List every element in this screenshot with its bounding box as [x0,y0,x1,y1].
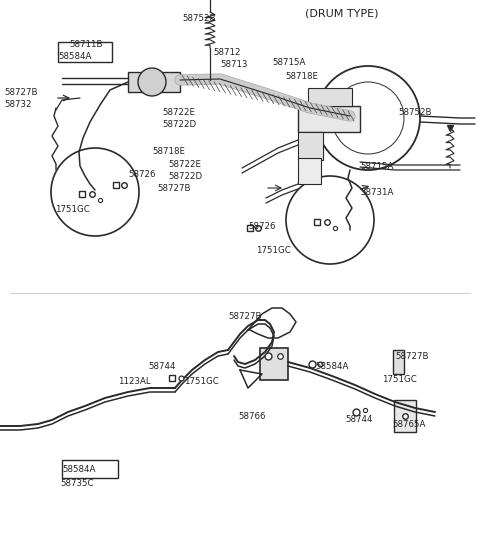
Text: 58718E: 58718E [152,147,185,156]
Text: 58727B: 58727B [228,312,262,321]
Text: 58765A: 58765A [392,420,425,429]
Text: 1751GC: 1751GC [382,375,417,384]
Text: 58715A: 58715A [360,162,394,171]
FancyBboxPatch shape [128,72,180,92]
Text: 58718E: 58718E [285,72,318,81]
FancyBboxPatch shape [58,42,112,62]
FancyBboxPatch shape [393,350,404,374]
Circle shape [138,68,166,96]
Text: 1751GC: 1751GC [184,377,219,386]
FancyBboxPatch shape [298,106,360,132]
Text: 58711B: 58711B [69,40,103,49]
Text: 1751GC: 1751GC [256,246,291,255]
Text: (DRUM TYPE): (DRUM TYPE) [305,8,379,18]
Text: 58727B: 58727B [157,184,191,193]
Text: 58713: 58713 [220,60,248,69]
Text: 1123AL: 1123AL [118,377,151,386]
Text: 58727B: 58727B [4,88,37,97]
Text: 58752B: 58752B [398,108,432,117]
FancyBboxPatch shape [260,348,288,380]
Text: 58735C: 58735C [60,479,94,488]
Text: 58732: 58732 [4,100,32,109]
Text: 58722D: 58722D [168,172,202,181]
Text: 58584A: 58584A [58,52,91,61]
FancyBboxPatch shape [62,460,118,478]
Text: 58584A: 58584A [315,362,348,371]
Text: 58726: 58726 [248,222,276,231]
Text: 58722E: 58722E [162,108,195,117]
Text: 58752B: 58752B [182,14,216,23]
Text: 58722E: 58722E [168,160,201,169]
Text: 58744: 58744 [148,362,176,371]
Text: 58766: 58766 [238,412,265,421]
FancyBboxPatch shape [298,132,323,160]
Text: 58726: 58726 [128,170,156,179]
FancyBboxPatch shape [308,88,352,106]
Text: 58715A: 58715A [272,58,305,67]
Text: 58712: 58712 [213,48,240,57]
Text: 1751GC: 1751GC [55,205,90,214]
Text: 58722D: 58722D [162,120,196,129]
Text: 58744: 58744 [345,415,372,424]
FancyBboxPatch shape [298,158,321,184]
Text: 58731A: 58731A [360,188,394,197]
FancyBboxPatch shape [394,400,416,432]
Text: 58727B: 58727B [395,352,429,361]
Text: 58584A: 58584A [62,465,96,474]
